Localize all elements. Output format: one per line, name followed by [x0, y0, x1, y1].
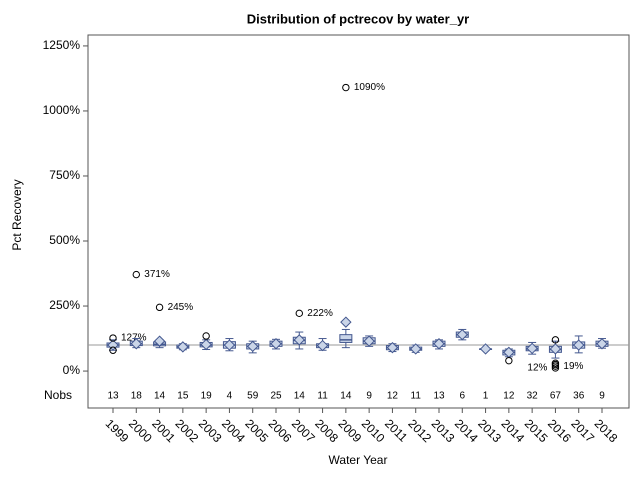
outlier — [132, 270, 140, 279]
nobs-value: 36 — [573, 391, 585, 402]
nobs-value: 32 — [527, 391, 539, 402]
nobs-value: 9 — [366, 391, 372, 402]
mean-marker — [433, 338, 445, 350]
mean-marker — [130, 338, 142, 350]
box — [339, 334, 353, 343]
mean-marker — [340, 316, 352, 328]
y-tick-label: 750% — [49, 168, 80, 182]
y-tick-label: 0% — [63, 363, 81, 377]
outlier — [551, 336, 560, 344]
outlier — [505, 356, 513, 365]
outlier-label: 371% — [144, 269, 170, 280]
plot-frame — [87, 34, 630, 409]
outlier-label: 19% — [563, 361, 583, 372]
outlier — [551, 364, 560, 372]
mean-marker — [596, 338, 608, 350]
nobs-value: 13 — [433, 391, 445, 402]
nobs-value: 12 — [387, 391, 399, 402]
outlier — [109, 334, 117, 342]
outlier — [342, 83, 350, 92]
y-tick-label: 250% — [49, 298, 80, 312]
nobs-value: 4 — [227, 391, 233, 402]
nobs-value: 25 — [270, 391, 282, 402]
mean-marker — [270, 338, 282, 350]
y-tick-label: 1250% — [43, 38, 81, 52]
outlier-label: 12% — [527, 363, 547, 374]
mean-marker — [316, 339, 329, 352]
outlier — [155, 303, 164, 312]
nobs-value: 9 — [599, 391, 605, 402]
nobs-value: 12 — [503, 391, 515, 402]
mean-marker — [549, 343, 562, 355]
x-axis-title: Water Year — [329, 453, 388, 467]
mean-marker — [247, 340, 259, 353]
mean-marker — [526, 342, 538, 355]
mean-marker — [293, 334, 305, 346]
mean-marker — [223, 339, 236, 351]
nobs-value: 59 — [247, 391, 259, 402]
chart-title: Distribution of pctrecov by water_yr — [247, 11, 470, 26]
y-tick-label: 1000% — [43, 103, 81, 117]
mean-marker — [386, 341, 399, 354]
mean-marker — [153, 335, 166, 347]
mean-marker — [456, 328, 468, 341]
mean-marker — [363, 335, 375, 347]
nobs-value: 14 — [154, 391, 166, 402]
mean-marker — [573, 339, 585, 351]
nobs-value: 14 — [340, 391, 352, 402]
y-tick-label: 500% — [49, 233, 80, 247]
y-axis-title: Pct Recovery — [10, 179, 24, 250]
outlier-label: 222% — [307, 308, 333, 319]
nobs-value: 6 — [460, 391, 466, 402]
nobs-value: 11 — [411, 391, 422, 402]
nobs-value: 19 — [201, 391, 213, 402]
mean-marker — [410, 343, 422, 355]
mean-marker — [479, 343, 492, 355]
nobs-label: Nobs — [44, 388, 72, 402]
outlier — [551, 359, 560, 367]
nobs-value: 18 — [131, 391, 143, 402]
nobs-value: 1 — [483, 391, 489, 402]
outlier — [202, 332, 210, 340]
nobs-value: 14 — [294, 391, 306, 402]
outlier — [109, 346, 117, 354]
nobs-value: 13 — [107, 391, 119, 402]
nobs-value: 15 — [177, 391, 189, 402]
mean-marker — [200, 338, 212, 351]
outlier-label: 1090% — [354, 82, 385, 93]
nobs-value: 67 — [550, 391, 562, 402]
outlier-label: 245% — [168, 302, 194, 313]
mean-marker — [177, 341, 189, 353]
outlier — [295, 309, 303, 318]
nobs-value: 11 — [317, 391, 328, 402]
